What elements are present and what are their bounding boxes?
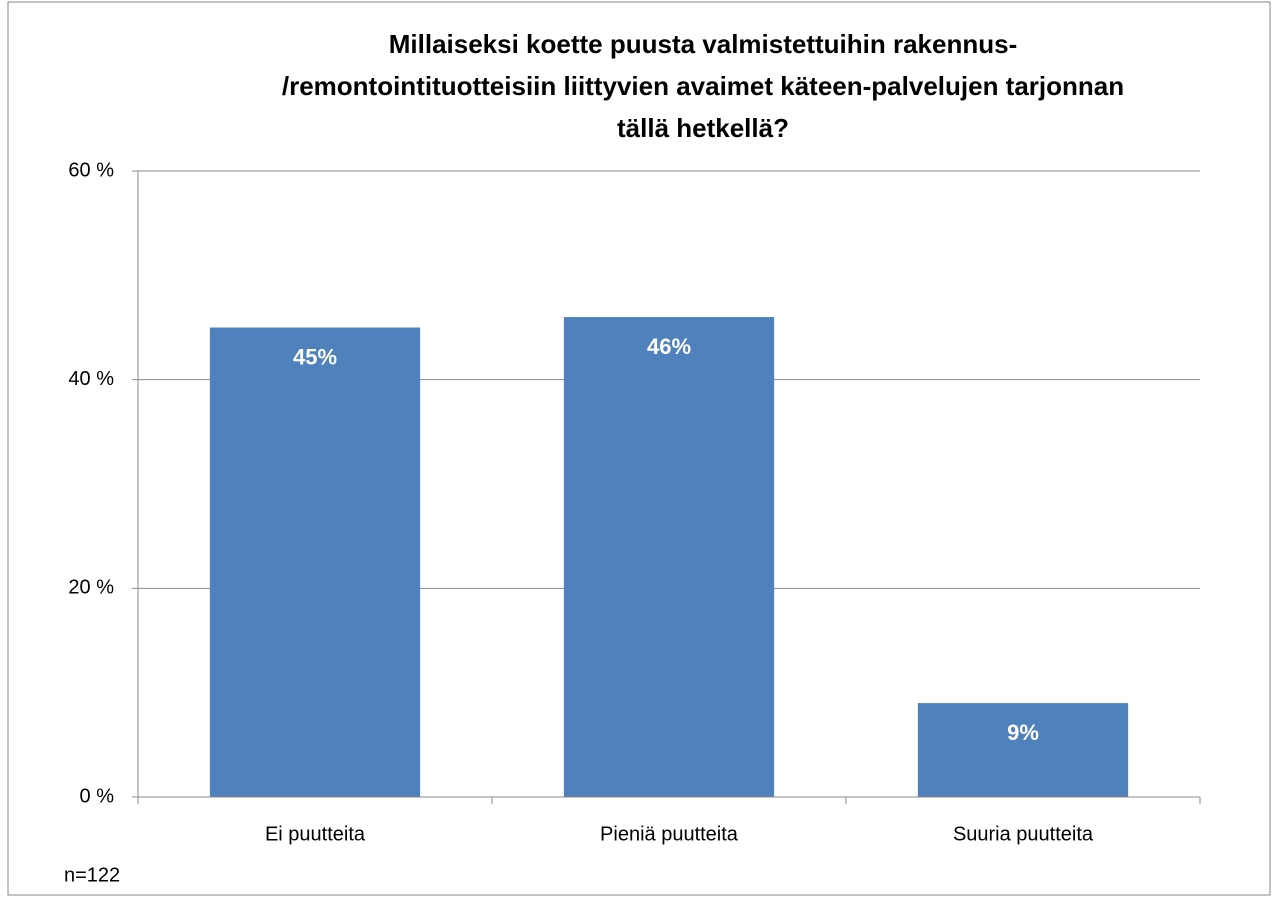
y-tick-label: 60 % — [68, 159, 114, 181]
data-label: 9% — [1007, 720, 1039, 745]
data-label: 45% — [293, 344, 337, 369]
chart-title: /remontointituotteisiin liittyvien avaim… — [282, 71, 1124, 101]
x-tick-label: Ei puutteita — [265, 823, 366, 845]
bar — [563, 317, 775, 797]
y-tick-label: 0 % — [80, 785, 115, 807]
data-label: 46% — [647, 334, 691, 359]
bar — [209, 327, 421, 797]
annotation: n=122 — [64, 864, 120, 886]
y-tick-label: 40 % — [68, 368, 114, 390]
x-tick-label: Suuria puutteita — [953, 823, 1094, 845]
y-tick-label: 20 % — [68, 577, 114, 599]
chart-title: tällä hetkellä? — [617, 113, 789, 143]
chart-title: Millaiseksi koette puusta valmistettuihi… — [389, 29, 1018, 59]
bar — [917, 703, 1129, 797]
x-tick-label: Pieniä puutteita — [600, 823, 739, 845]
